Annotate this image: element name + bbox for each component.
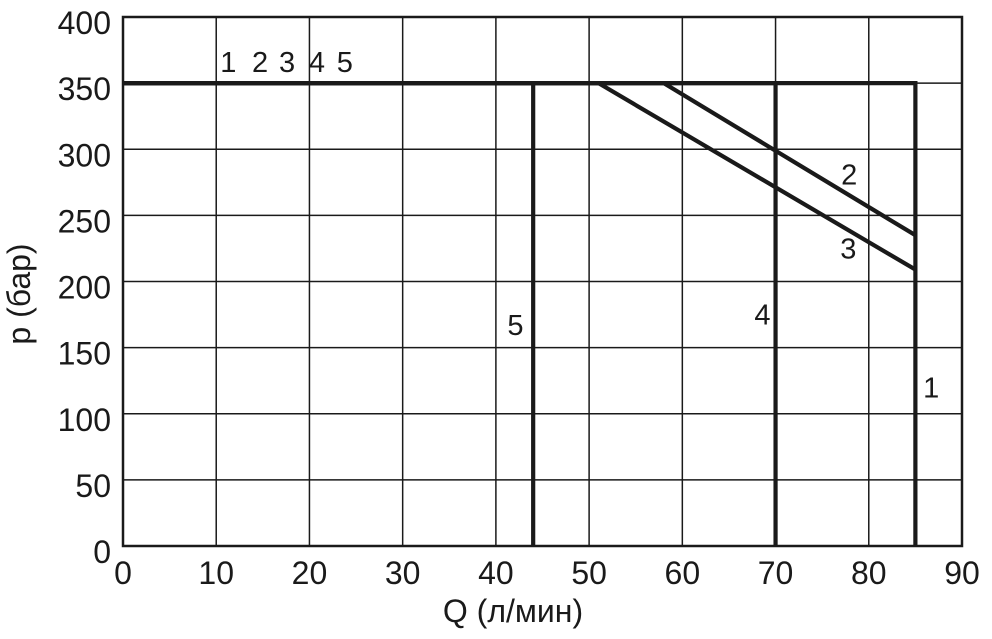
x-tick-label: 70 xyxy=(758,555,794,591)
curve-3-label: 3 xyxy=(840,233,856,265)
curve-index-label-5: 5 xyxy=(337,47,353,79)
y-axis-title: p (бар) xyxy=(1,243,37,344)
y-tick-label: 250 xyxy=(58,203,111,239)
curve-index-label-2: 2 xyxy=(252,47,268,79)
x-tick-label: 20 xyxy=(292,555,328,591)
curve-index-label-1: 1 xyxy=(220,47,236,79)
y-tick-label: 400 xyxy=(58,5,111,41)
curve-2 xyxy=(123,81,917,238)
x-tick-label: 0 xyxy=(114,555,132,591)
y-tick-label: 50 xyxy=(75,468,111,504)
x-tick-label: 80 xyxy=(851,555,887,591)
y-tick-label: 100 xyxy=(58,402,111,438)
curve-5-label: 5 xyxy=(507,310,523,342)
x-tick-label: 60 xyxy=(665,555,701,591)
y-tick-label: 350 xyxy=(58,71,111,107)
y-tick-label: 0 xyxy=(93,534,111,570)
curve-index-label-3: 3 xyxy=(279,47,295,79)
y-tick-label: 200 xyxy=(58,270,111,306)
plot-border xyxy=(121,15,964,548)
y-tick-label: 300 xyxy=(58,137,111,173)
x-tick-label: 40 xyxy=(478,555,514,591)
curve-2-label: 2 xyxy=(841,159,857,191)
curve-index-label-4: 4 xyxy=(309,47,325,79)
x-tick-label: 30 xyxy=(385,555,421,591)
curve-4-label: 4 xyxy=(754,300,770,332)
x-tick-label: 50 xyxy=(571,555,607,591)
curve-5 xyxy=(123,81,536,546)
curve-4 xyxy=(123,81,778,546)
y-tick-label: 150 xyxy=(58,336,111,372)
x-axis-title: Q (л/мин) xyxy=(443,593,583,629)
curve-3 xyxy=(123,81,917,272)
x-tick-label: 10 xyxy=(198,555,234,591)
curve-1-label: 1 xyxy=(923,372,939,404)
x-tick-label: 90 xyxy=(944,555,980,591)
